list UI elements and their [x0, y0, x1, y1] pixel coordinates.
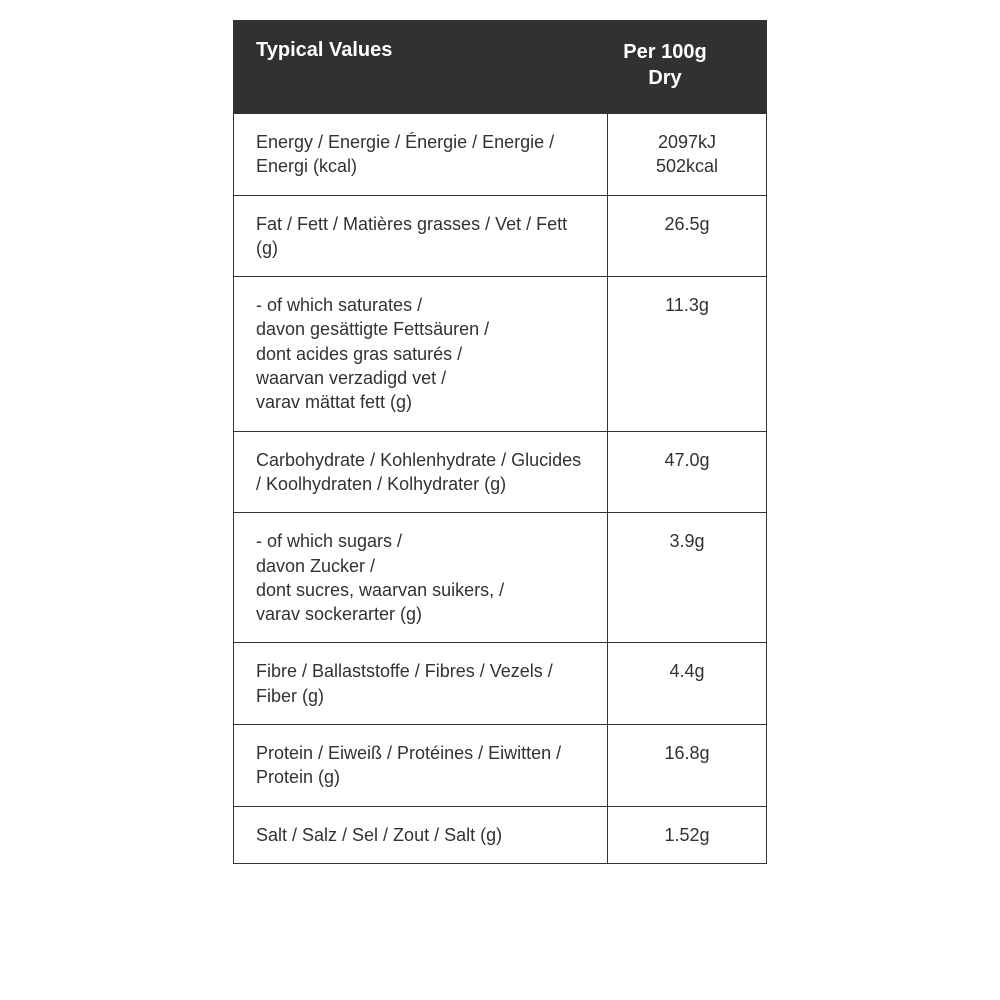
- nutrient-label: Carbohydrate / Kohlenhydrate / Glucides …: [234, 432, 608, 513]
- value-line1: 47.0g: [618, 448, 756, 472]
- header-right-line1: Per 100g: [586, 39, 744, 65]
- value-line1: 11.3g: [618, 293, 756, 317]
- table-row: Energy / Energie / Énergie / Energie / E…: [234, 113, 766, 195]
- table-body: Energy / Energie / Énergie / Energie / E…: [234, 113, 766, 863]
- nutrient-value: 26.5g: [608, 196, 766, 277]
- nutrient-label: Fibre / Ballaststoffe / Fibres / Vezels …: [234, 643, 608, 724]
- nutrient-label: Salt / Salz / Sel / Zout / Salt (g): [234, 807, 608, 863]
- table-row: - of which sugars / davon Zucker / dont …: [234, 512, 766, 642]
- table-row: Fat / Fett / Matières grasses / Vet / Fe…: [234, 195, 766, 277]
- value-line1: 26.5g: [618, 212, 756, 236]
- nutrient-label: - of which saturates / davon gesättigte …: [234, 277, 608, 430]
- nutrient-value: 3.9g: [608, 513, 766, 642]
- table-header-row: Typical Values Per 100g Dry: [234, 21, 766, 113]
- value-line1: 3.9g: [618, 529, 756, 553]
- header-left: Typical Values: [256, 39, 586, 91]
- nutrient-value: 1.52g: [608, 807, 766, 863]
- nutrient-label: Energy / Energie / Énergie / Energie / E…: [234, 114, 608, 195]
- nutrient-value: 2097kJ502kcal: [608, 114, 766, 195]
- nutrient-label: - of which sugars / davon Zucker / dont …: [234, 513, 608, 642]
- nutrient-value: 16.8g: [608, 725, 766, 806]
- table-row: Protein / Eiweiß / Protéines / Eiwitten …: [234, 724, 766, 806]
- value-line2: 502kcal: [618, 154, 756, 178]
- header-right-line2: Dry: [586, 65, 744, 91]
- nutrient-label: Fat / Fett / Matières grasses / Vet / Fe…: [234, 196, 608, 277]
- nutrient-value: 47.0g: [608, 432, 766, 513]
- value-line1: 16.8g: [618, 741, 756, 765]
- table-row: Fibre / Ballaststoffe / Fibres / Vezels …: [234, 642, 766, 724]
- table-row: - of which saturates / davon gesättigte …: [234, 276, 766, 430]
- nutrient-value: 11.3g: [608, 277, 766, 430]
- value-line1: 2097kJ: [618, 130, 756, 154]
- value-line1: 4.4g: [618, 659, 756, 683]
- table-row: Carbohydrate / Kohlenhydrate / Glucides …: [234, 431, 766, 513]
- table-row: Salt / Salz / Sel / Zout / Salt (g) 1.52g: [234, 806, 766, 863]
- nutrient-label: Protein / Eiweiß / Protéines / Eiwitten …: [234, 725, 608, 806]
- nutrition-table: Typical Values Per 100g Dry Energy / Ene…: [233, 20, 767, 864]
- value-line1: 1.52g: [618, 823, 756, 847]
- header-right: Per 100g Dry: [586, 39, 744, 91]
- nutrient-value: 4.4g: [608, 643, 766, 724]
